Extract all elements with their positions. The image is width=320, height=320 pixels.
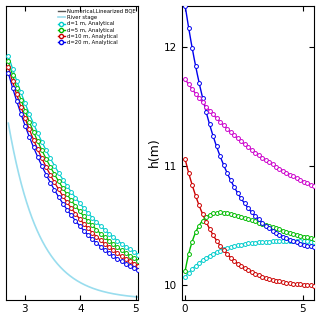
Y-axis label: h(m): h(m) [148, 138, 161, 167]
Legend: Numerical,Linearized BQE, River stage, d=1 m, Analytical, d=5 m, Analytical, d=1: Numerical,Linearized BQE, River stage, d… [57, 8, 136, 46]
